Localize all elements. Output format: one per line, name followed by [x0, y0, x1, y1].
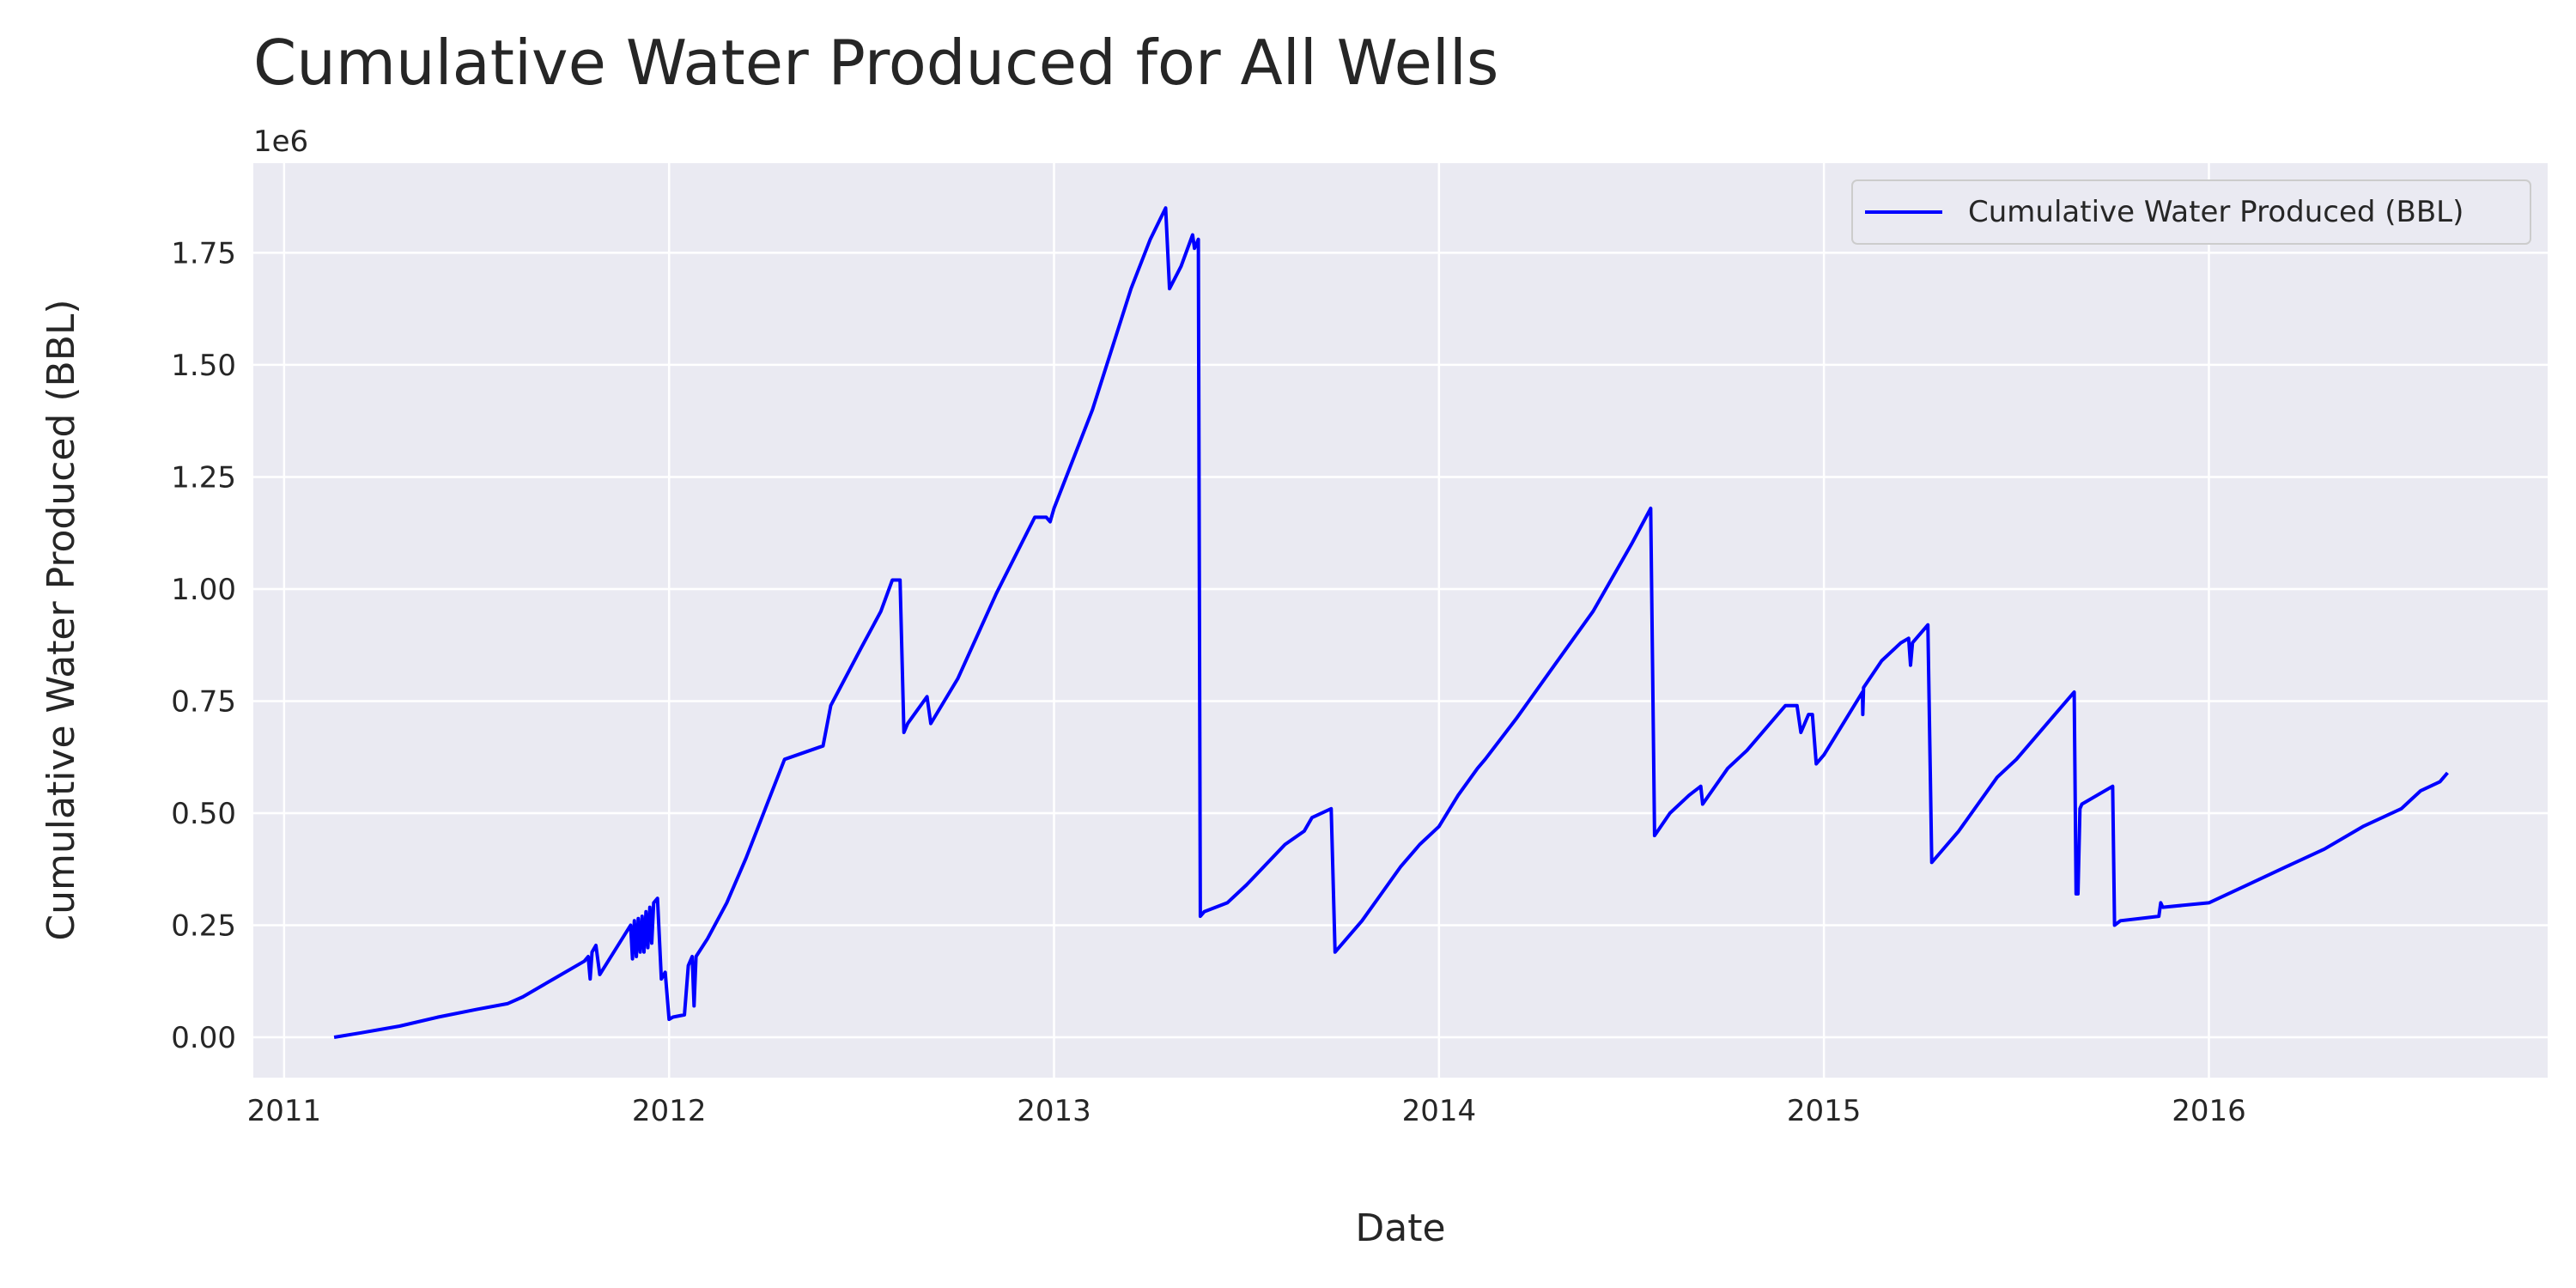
- y-tick-labels: 0.00 0.25 0.50 0.75 1.00 1.25 1.50 1.75: [171, 236, 236, 1055]
- y-tick-label: 0.75: [171, 684, 236, 719]
- y-tick-label: 0.50: [171, 797, 236, 831]
- x-tick-label: 2012: [632, 1094, 707, 1128]
- y-tick-label: 1.75: [171, 236, 236, 270]
- x-tick-label: 2014: [1402, 1094, 1477, 1128]
- y-tick-label: 1.00: [171, 573, 236, 607]
- x-tick-label: 2013: [1017, 1094, 1091, 1128]
- series-line: [333, 206, 2449, 1039]
- legend-label: Cumulative Water Produced (BBL): [1968, 195, 2464, 229]
- legend-box: [1851, 179, 2531, 245]
- legend: Cumulative Water Produced (BBL): [1851, 179, 2531, 245]
- series-layer: [333, 206, 2449, 1039]
- x-tick-labels: 2011 2012 2013 2014 2015 2016: [247, 1094, 2246, 1128]
- y-tick-label: 1.25: [171, 460, 236, 495]
- y-offset-label: 1e6: [253, 125, 308, 159]
- y-tick-label: 0.25: [171, 909, 236, 944]
- x-axis-label: Date: [1355, 1206, 1445, 1250]
- y-axis-label: Cumulative Water Produced (BBL): [39, 299, 83, 940]
- plot-area: [253, 163, 2548, 1078]
- x-tick-label: 2011: [247, 1094, 322, 1128]
- y-tick-label: 1.50: [171, 349, 236, 383]
- grid-lines: [253, 163, 2548, 1078]
- x-tick-label: 2016: [2172, 1094, 2246, 1128]
- x-tick-label: 2015: [1787, 1094, 1862, 1128]
- y-tick-label: 0.00: [171, 1021, 236, 1055]
- chart-title: Cumulative Water Produced for All Wells: [253, 27, 1498, 99]
